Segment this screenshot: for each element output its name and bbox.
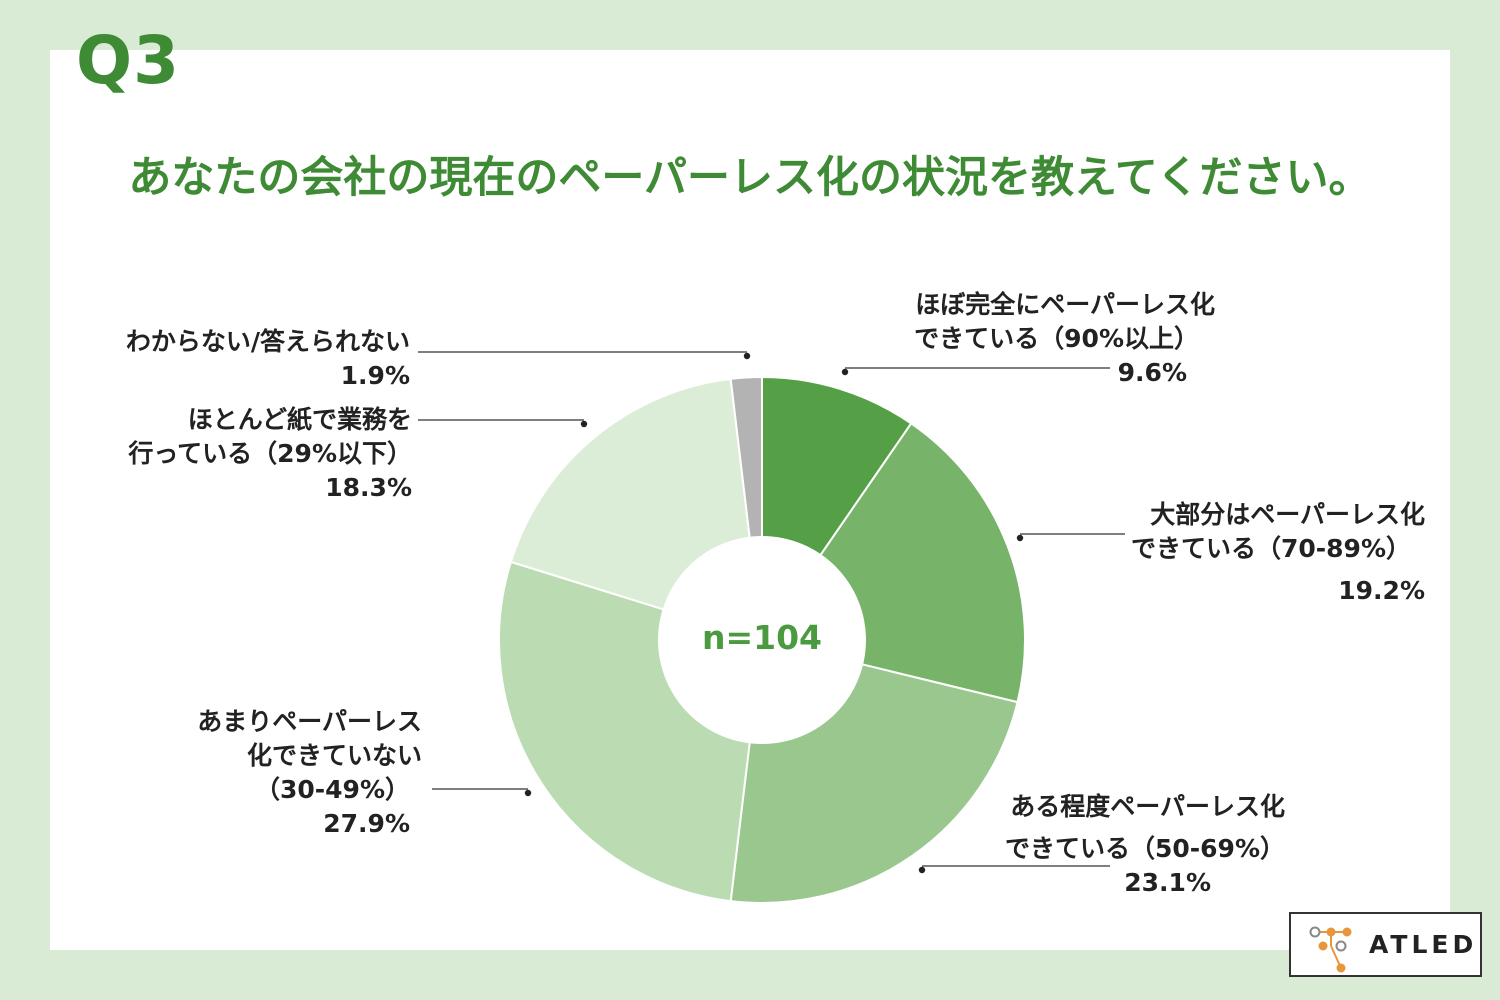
leader-dot-3	[524, 789, 532, 797]
slice-value-0: 9.6%	[1117, 358, 1187, 387]
slice-label-0: ほぼ完全にペーパーレス化 できている（90%以上） 9.6%	[860, 288, 1215, 390]
slice-label-4-line-2: 行っている（29%以下）	[128, 439, 412, 468]
slice-label-0-line-1: ほぼ完全にペーパーレス化	[915, 290, 1215, 319]
slice-label-2-line-2: できている（50-69%）	[1004, 834, 1285, 863]
slice-label-4-line-1: ほとんど紙で業務を	[187, 405, 412, 434]
slice-label-3-line-3: （30-49%）	[254, 775, 410, 804]
slice-value-3: 27.9%	[323, 809, 410, 838]
slice-label-0-line-2: できている（90%以上）	[914, 324, 1199, 353]
logo-mark-icon	[1309, 926, 1352, 973]
slice-value-2: 23.1%	[1124, 868, 1211, 897]
slice-label-3-line-2: 化できていない	[246, 741, 422, 770]
logo-text: ATLED	[1369, 930, 1478, 959]
leader-dot-1	[1016, 534, 1024, 542]
slice-label-3-line-1: あまりペーパーレス	[197, 707, 422, 736]
chart-title: あなたの会社の現在のペーパーレス化の状況を教えてください。	[128, 153, 1372, 203]
slice-value-5: 1.9%	[340, 361, 410, 390]
slice-label-5-line-1: わからない/答えられない	[125, 327, 410, 356]
sample-size-label: n=104	[701, 618, 823, 657]
atled-logo: ATLED	[1289, 912, 1482, 977]
slice-label-2-line-1: ある程度ペーパーレス化	[1010, 792, 1285, 821]
slice-label-1-line-1: 大部分はペーパーレス化	[1150, 500, 1425, 529]
leader-dot-0	[841, 368, 849, 376]
leader-dot-2	[918, 866, 926, 874]
slice-label-5: わからない/答えられない 1.9%	[60, 325, 410, 393]
slice-label-1: 大部分はペーパーレス化 できている（70-89%） 19.2%	[1080, 498, 1425, 608]
slice-value-1: 19.2%	[1338, 576, 1425, 605]
slice-label-1-line-2: できている（70-89%）	[1130, 534, 1411, 563]
donut-hole	[658, 536, 866, 744]
slice-label-4: ほとんど紙で業務を 行っている（29%以下） 18.3%	[80, 403, 412, 505]
leader-dot-4	[580, 420, 588, 428]
question-number: Q3	[76, 22, 181, 99]
slice-value-4: 18.3%	[325, 473, 412, 502]
slice-label-2: ある程度ペーパーレス化 できている（50-69%） 23.1%	[940, 790, 1285, 900]
slice-label-3: あまりペーパーレス 化できていない （30-49%） 27.9%	[130, 705, 422, 841]
leader-dot-5	[743, 352, 751, 360]
